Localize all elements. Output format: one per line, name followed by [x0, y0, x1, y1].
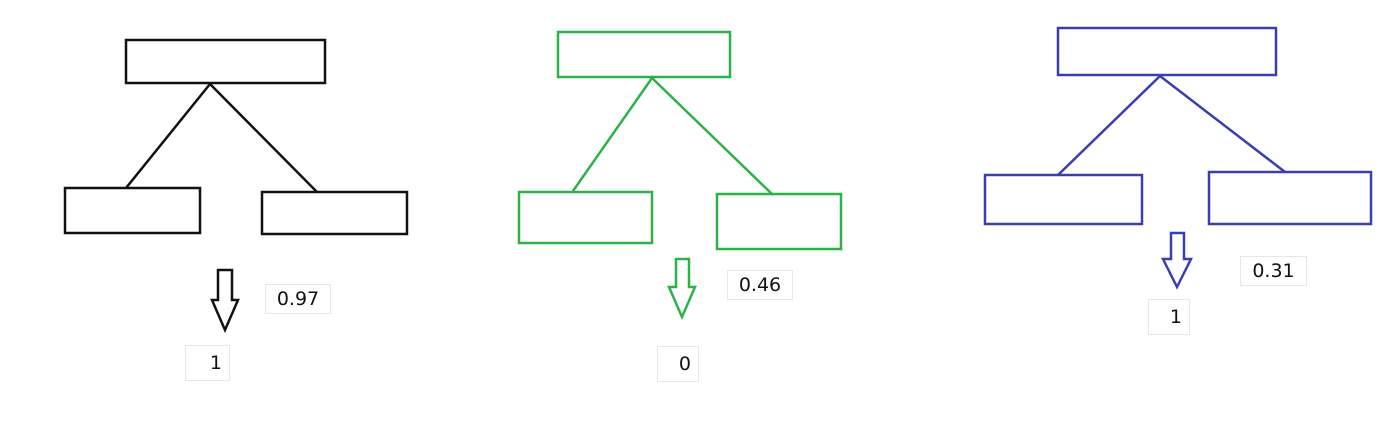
tree-blue-right-edge	[1159, 75, 1286, 173]
tree-green-right-edge	[651, 77, 774, 196]
tree-green-score-box: 0.46	[727, 270, 793, 300]
tree-black-right-edge	[209, 83, 318, 193]
tree-blue-left-leaf	[983, 173, 1144, 226]
tree-black-root-node	[124, 38, 327, 85]
tree-blue	[983, 26, 1373, 290]
tree-green-root-node	[556, 30, 732, 79]
tree-black-left-leaf	[63, 186, 202, 235]
tree-blue-output-box: 1	[1148, 299, 1190, 335]
tree-blue-output: 1	[1169, 306, 1182, 328]
tree-black-score-box: 0.97	[265, 284, 331, 314]
tree-green	[517, 30, 843, 321]
tree-black-left-edge	[125, 83, 211, 189]
tree-blue-right-leaf	[1207, 170, 1373, 226]
tree-green-output: 0	[678, 353, 691, 375]
tree-green-output-box: 0	[657, 346, 699, 382]
tree-black	[63, 38, 409, 334]
tree-green-left-leaf	[517, 190, 654, 245]
tree-black-output: 1	[209, 352, 222, 374]
tree-blue-root-node	[1056, 26, 1278, 77]
tree-blue-score-box: 0.31	[1240, 256, 1307, 286]
tree-green-left-edge	[571, 77, 654, 192]
tree-green-score: 0.46	[738, 274, 782, 296]
tree-green-down-arrow	[667, 257, 697, 321]
tree-green-right-leaf	[715, 192, 843, 251]
tree-black-right-leaf	[260, 190, 409, 236]
tree-blue-left-edge	[1057, 75, 1161, 176]
tree-blue-down-arrow	[1160, 231, 1194, 290]
tree-black-score: 0.97	[276, 288, 320, 310]
tree-black-output-box: 1	[185, 345, 230, 381]
tree-blue-score: 0.31	[1252, 260, 1295, 282]
tree-black-down-arrow	[210, 268, 240, 334]
